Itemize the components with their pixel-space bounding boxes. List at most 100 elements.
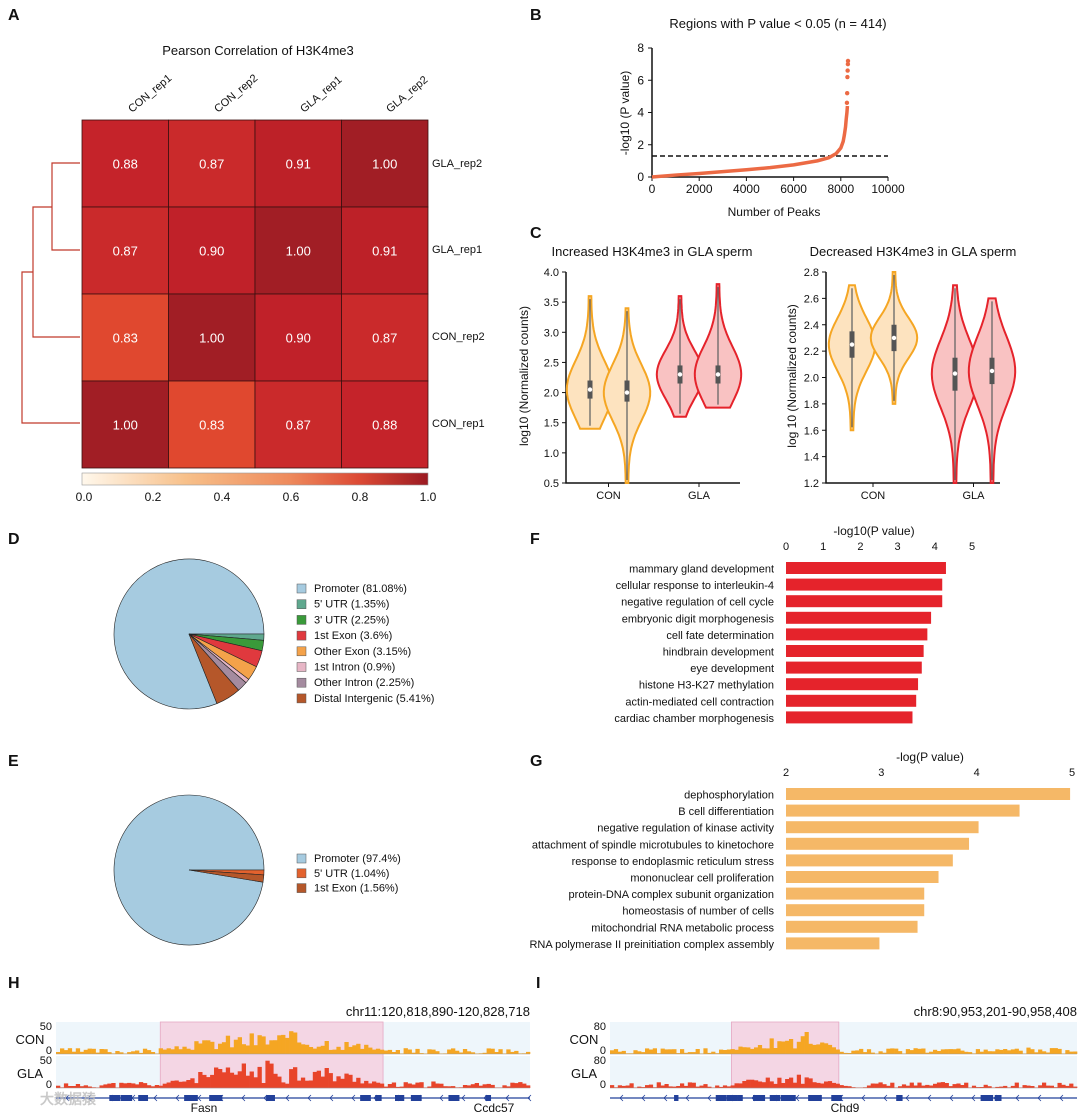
coverage-bar (202, 1074, 207, 1088)
pvalue-curve-panel: Regions with P value < 0.05 (n = 414) -l… (618, 16, 905, 219)
coverage-bar (60, 1048, 65, 1054)
coverage-bar (289, 1069, 294, 1088)
go-bar (786, 611, 932, 624)
coverage-bar (293, 1067, 298, 1088)
pvalue-point (844, 90, 850, 96)
go-bar (786, 821, 979, 834)
coverage-bar (1034, 1052, 1039, 1054)
gene-label: Fasn (191, 1101, 218, 1115)
violin-decreased-title: Decreased H3K4me3 in GLA sperm (810, 244, 1017, 259)
coverage-bar (995, 1086, 1000, 1088)
heatmap-cell (341, 119, 429, 208)
go-bar (786, 904, 925, 917)
coverage-bar (419, 1053, 424, 1054)
strand-arrow (773, 1094, 778, 1102)
coverage-bar (898, 1086, 903, 1088)
pie-annotation-sig: Promoter (97.4%) 5' UTR (1.04%) 1st Exon (… (113, 794, 401, 946)
coverage-bar (637, 1086, 642, 1088)
coverage-bar (691, 1052, 696, 1054)
track-ymax: 50 (40, 1021, 52, 1033)
coverage-bar (300, 1044, 306, 1054)
coverage-bar (415, 1082, 420, 1088)
coverage-bar (971, 1085, 977, 1088)
coverage-bar (269, 1040, 274, 1054)
dendrogram-branch (51, 162, 80, 251)
coverage-bar (680, 1049, 685, 1054)
panel-label-e: E (8, 753, 19, 770)
strand-arrow (483, 1094, 488, 1102)
coverage-bar (964, 1082, 969, 1088)
go-bar (786, 920, 918, 933)
coverage-bar (99, 1049, 104, 1054)
coverage-bar (781, 1083, 786, 1088)
go-term-label: cardiac chamber morphogenesis (614, 713, 774, 725)
coverage-bar (1010, 1085, 1015, 1088)
coverage-bar (734, 1083, 739, 1088)
go-bar (786, 678, 919, 691)
coverage-bar (1042, 1082, 1047, 1088)
pvalue-point (845, 61, 851, 67)
coverage-bar (886, 1048, 891, 1054)
y-tick-label: 2.0 (804, 373, 819, 385)
coverage-bar (375, 1082, 381, 1088)
coverage-bar (831, 1082, 836, 1088)
y-tick-label: 2.6 (804, 293, 819, 305)
coverage-bar (847, 1053, 852, 1054)
go-bar (786, 937, 880, 950)
coverage-bar (1003, 1085, 1008, 1088)
coverage-bar (63, 1083, 69, 1088)
heatmap-row-labels: GLA_rep2 GLA_rep1 CON_rep2 CON_rep1 (432, 158, 485, 430)
coverage-bar (526, 1051, 531, 1054)
strand-arrow (131, 1094, 136, 1102)
legend-swatch (296, 630, 307, 641)
coverage-bar (71, 1051, 77, 1054)
pvalue-point (844, 100, 850, 106)
coverage-bar (218, 1069, 223, 1088)
legend-label: 5' UTR (1.04%) (314, 868, 389, 880)
coverage-bar (277, 1035, 282, 1054)
coverage-bar (466, 1051, 472, 1054)
coverage-bar (1014, 1048, 1019, 1054)
panel-label-i: I (536, 975, 540, 992)
coverage-bar (711, 1051, 716, 1054)
strand-arrow (219, 1094, 224, 1102)
coverage-bar (229, 1047, 235, 1054)
colorbar-tick: 0.6 (283, 490, 300, 504)
coverage-bar (490, 1084, 495, 1088)
strand-arrow (729, 1094, 734, 1102)
coverage-bar (917, 1048, 922, 1054)
coverage-bar (56, 1085, 61, 1088)
coverage-bar (715, 1053, 720, 1054)
coverage-bar (221, 1072, 227, 1088)
coverage-bar (395, 1086, 400, 1088)
coverage-bar (917, 1082, 922, 1088)
coverage-bar (719, 1049, 724, 1054)
strand-arrow (241, 1094, 246, 1102)
coverage-bar (925, 1084, 930, 1088)
coverage-bar (995, 1049, 1000, 1054)
coverage-bar (660, 1048, 665, 1054)
coverage-bar (1030, 1086, 1035, 1088)
strand-arrow (883, 1094, 888, 1102)
coverage-bar (482, 1084, 487, 1088)
coverage-bar (447, 1086, 452, 1088)
coverage-bar (368, 1047, 373, 1054)
coverage-bar (808, 1043, 813, 1054)
heatmap-cell-value: 0.90 (286, 331, 311, 346)
coverage-bar (672, 1049, 677, 1054)
pvalue-ylabel: -log10 (P value) (618, 71, 632, 156)
heatmap-dendrogram (21, 162, 80, 424)
heatmap-cell (168, 293, 256, 382)
coverage-bar (905, 1049, 910, 1054)
coverage-bar (344, 1073, 349, 1088)
coverage-bar (1010, 1049, 1015, 1054)
coverage-bar (387, 1084, 393, 1088)
coverage-bar (391, 1082, 397, 1088)
coverage-bar (1049, 1085, 1054, 1088)
coverage-bar (202, 1040, 207, 1054)
coverage-bar (312, 1048, 318, 1054)
legend-label: 1st Exon (3.6%) (314, 630, 392, 642)
violin-decreased-plot: 1.2 1.4 1.6 1.8 2.0 2.2 2.4 2.6 2.8 CON GLA (804, 267, 1017, 502)
coverage-bar (820, 1083, 825, 1088)
coverage-bar (56, 1052, 61, 1054)
